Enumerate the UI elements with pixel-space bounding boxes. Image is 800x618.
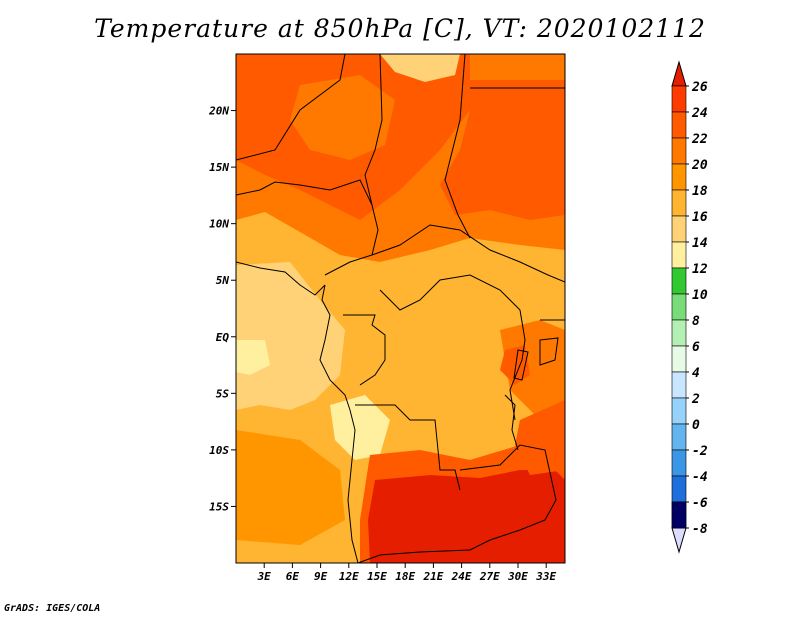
country-borders	[236, 54, 565, 563]
colorbar-label: -8	[692, 522, 708, 537]
colorbar-segment	[671, 293, 687, 321]
lon-tick-label: 33E	[535, 570, 556, 583]
colorbar-label: 16	[692, 210, 708, 225]
colorbar-segment	[671, 397, 687, 425]
colorbar-segment	[671, 475, 687, 503]
colorbar-label: -6	[692, 496, 708, 511]
map-title: Temperature at 850hPa [C], VT: 202010211…	[94, 14, 706, 43]
credit-label: GrADS: IGES/COLA	[4, 603, 101, 614]
colorbar-segment	[671, 423, 687, 451]
lat-tick-label: 5S	[216, 387, 230, 400]
colorbar-label: 4	[692, 366, 700, 381]
colorbar-segment	[671, 189, 687, 217]
colorbar-label: 8	[692, 314, 700, 329]
colorbar-label: 24	[691, 106, 708, 121]
latitude-axis: 20N 15N 10N 5N EQ 5S 10S 15S	[208, 105, 236, 513]
colorbar-segment	[671, 241, 687, 269]
colorbar-segment	[671, 85, 687, 113]
colorbar-label: 26	[691, 80, 708, 95]
colorbar-segment	[671, 371, 687, 399]
colorbar-label: -2	[692, 444, 708, 459]
lat-tick-label: EQ	[216, 331, 230, 344]
lon-tick-label: 21E	[422, 570, 443, 583]
colorbar-segment	[671, 111, 687, 139]
colorbar-label: 22	[691, 132, 708, 147]
lat-tick-label: 10S	[209, 444, 229, 457]
colorbar-label: 12	[692, 262, 708, 277]
colorbar-segment	[671, 345, 687, 373]
colorbar-segment	[671, 449, 687, 477]
colorbar-label: 6	[692, 340, 700, 355]
colorbar-label: 0	[692, 418, 700, 433]
lon-tick-label: 6E	[286, 570, 300, 583]
colorbar-segment	[671, 319, 687, 347]
lon-tick-label: 30E	[507, 570, 528, 583]
temperature-field	[236, 54, 565, 563]
lon-tick-label: 9E	[314, 570, 328, 583]
colorbar-top-arrow	[671, 60, 687, 87]
lon-tick-label: 12E	[339, 570, 359, 583]
lat-tick-label: 10N	[209, 218, 229, 231]
longitude-axis: 3E 6E 9E 12E 15E 18E 21E 24E 27E 30E 33E	[257, 563, 557, 583]
lat-tick-label: 15S	[209, 500, 229, 513]
colorbar-segment	[671, 267, 687, 295]
colorbar-segment	[671, 163, 687, 191]
lat-tick-label: 15N	[209, 161, 229, 174]
colorbar-segment	[671, 215, 687, 243]
lon-tick-label: 24E	[451, 570, 472, 583]
colorbar-label: 2	[691, 392, 700, 407]
colorbar-label: 18	[692, 184, 708, 199]
colorbar-label: 10	[692, 288, 708, 303]
lon-tick-label: 3E	[257, 570, 272, 583]
lat-tick-label: 5N	[216, 274, 230, 287]
colorbar-label: 20	[691, 158, 708, 173]
colorbar-segment	[671, 137, 687, 165]
lon-tick-label: 18E	[395, 570, 415, 583]
map-frame	[235, 53, 566, 564]
lon-tick-label: 15E	[367, 570, 387, 583]
colorbar-label: 14	[692, 236, 708, 251]
colorbar-segment	[671, 501, 687, 529]
colorbar-label: -4	[692, 470, 708, 485]
colorbar-bottom-arrow	[671, 527, 687, 554]
lon-tick-label: 27E	[479, 570, 500, 583]
lat-tick-label: 20N	[208, 105, 229, 118]
